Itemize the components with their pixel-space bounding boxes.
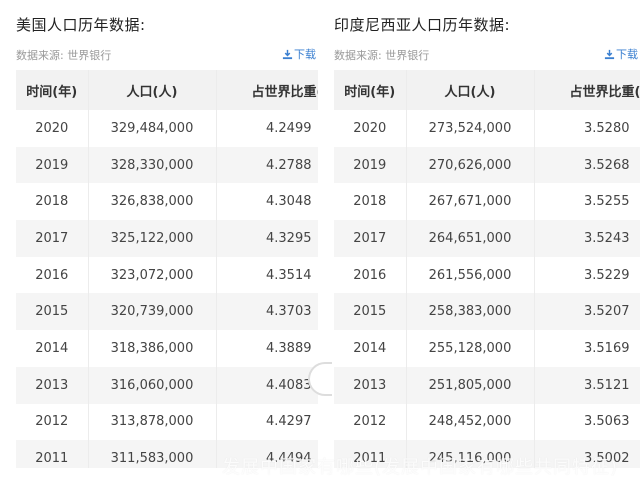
cell-world-share: 4.2788 [216, 146, 318, 184]
table-row: 2019 270,626,000 3.5268 [334, 146, 640, 184]
download-icon [604, 49, 615, 59]
cell-year: 2013 [334, 366, 407, 404]
cell-year: 2017 [334, 220, 407, 257]
table-row: 2014 318,386,000 4.3889 [16, 330, 318, 367]
cell-population: 318,386,000 [88, 330, 217, 367]
cell-world-share: 3.5121 [534, 366, 640, 404]
indonesia-population-panel: 印度尼西亚人口历年数据: 数据来源: 世界银行 下载 时间(年) 人口(人) 占… [330, 0, 640, 480]
population-table: 时间(年) 人口(人) 占世界比重(% 2020 273,524,000 3.5… [334, 70, 640, 477]
cell-world-share: 4.2499 [216, 110, 318, 147]
table-row: 2016 323,072,000 4.3514 [16, 256, 318, 294]
table-row: 2013 316,060,000 4.4083 [16, 366, 318, 404]
cell-population: 323,072,000 [88, 256, 217, 294]
cell-world-share: 3.5229 [534, 256, 640, 294]
cell-population: 313,878,000 [88, 403, 217, 441]
cell-world-share: 3.5268 [534, 146, 640, 184]
cell-population: 325,122,000 [88, 220, 217, 257]
table-row: 2017 325,122,000 4.3295 [16, 220, 318, 257]
horizontal-scroll-handle[interactable] [308, 362, 332, 396]
cell-world-share: 3.5207 [534, 293, 640, 331]
cell-population: 251,805,000 [406, 366, 535, 404]
cell-world-share: 3.5063 [534, 403, 640, 441]
cell-year: 2012 [16, 403, 89, 441]
cell-year: 2020 [334, 110, 407, 147]
table-row: 2018 267,671,000 3.5255 [334, 183, 640, 221]
table-row: 2018 326,838,000 4.3048 [16, 183, 318, 221]
cell-year: 2019 [16, 146, 89, 184]
table-row: 2020 329,484,000 4.2499 [16, 110, 318, 147]
column-header-world-share[interactable]: 占世界比重(% [534, 70, 640, 110]
cell-year: 2016 [16, 256, 89, 294]
cell-population: 264,651,000 [406, 220, 535, 257]
cell-population: 329,484,000 [88, 110, 217, 147]
cell-world-share: 4.3295 [216, 220, 318, 257]
download-icon [282, 49, 293, 59]
table-row: 2014 255,128,000 3.5169 [334, 330, 640, 367]
table-row: 2012 248,452,000 3.5063 [334, 403, 640, 441]
table-row: 2015 320,739,000 4.3703 [16, 293, 318, 331]
usa-population-panel: 美国人口历年数据: 数据来源: 世界银行 下载 时间(年) 人口(人) 占世界比… [0, 0, 318, 480]
cell-world-share: 3.5255 [534, 183, 640, 221]
data-source-label: 数据来源: 世界银行 [16, 49, 112, 62]
cell-population: 328,330,000 [88, 146, 217, 184]
cell-population: 258,383,000 [406, 293, 535, 331]
cell-year: 2015 [334, 293, 407, 331]
cell-population: 320,739,000 [88, 293, 217, 331]
cell-world-share: 3.5243 [534, 220, 640, 257]
cell-year: 2016 [334, 256, 407, 294]
cell-world-share: 3.5280 [534, 110, 640, 147]
cell-population: 267,671,000 [406, 183, 535, 221]
table-row: 2020 273,524,000 3.5280 [334, 110, 640, 147]
panel-title: 美国人口历年数据: [16, 16, 146, 34]
cell-year: 2020 [16, 110, 89, 147]
cell-population: 316,060,000 [88, 366, 217, 404]
cell-year: 2014 [334, 330, 407, 367]
cell-world-share: 3.5169 [534, 330, 640, 367]
panel-divider [318, 0, 330, 480]
cell-year: 2018 [334, 183, 407, 221]
cell-world-share: 4.4083 [216, 366, 318, 404]
cell-year: 2014 [16, 330, 89, 367]
download-link[interactable]: 下载 [282, 46, 316, 62]
cell-world-share: 4.3048 [216, 183, 318, 221]
table-row: 2019 328,330,000 4.2788 [16, 146, 318, 184]
panel-title: 印度尼西亚人口历年数据: [334, 16, 511, 34]
cell-population: 255,128,000 [406, 330, 535, 367]
column-header-population[interactable]: 人口(人) [406, 70, 535, 110]
table-row: 2017 264,651,000 3.5243 [334, 220, 640, 257]
table-row: 2012 313,878,000 4.4297 [16, 403, 318, 441]
cell-population: 261,556,000 [406, 256, 535, 294]
column-header-year[interactable]: 时间(年) [334, 70, 407, 110]
data-source-label: 数据来源: 世界银行 [334, 49, 430, 62]
table-header-row: 时间(年) 人口(人) 占世界比重(% [16, 70, 318, 110]
cell-world-share: 4.3703 [216, 293, 318, 331]
column-header-world-share[interactable]: 占世界比重(% [216, 70, 318, 110]
population-table: 时间(年) 人口(人) 占世界比重(% 2020 329,484,000 4.2… [16, 70, 318, 477]
table-row: 2015 258,383,000 3.5207 [334, 293, 640, 331]
cell-year: 2019 [334, 146, 407, 184]
cell-population: 326,838,000 [88, 183, 217, 221]
download-label: 下载 [616, 48, 638, 61]
cell-year: 2012 [334, 403, 407, 441]
cell-population: 270,626,000 [406, 146, 535, 184]
download-label: 下载 [294, 48, 316, 61]
cell-year: 2015 [16, 293, 89, 331]
bottom-edge [0, 468, 640, 480]
table-row: 2013 251,805,000 3.5121 [334, 366, 640, 404]
cell-population: 248,452,000 [406, 403, 535, 441]
download-link[interactable]: 下载 [604, 46, 638, 62]
column-header-year[interactable]: 时间(年) [16, 70, 89, 110]
cell-year: 2017 [16, 220, 89, 257]
cell-world-share: 4.4297 [216, 403, 318, 441]
cell-year: 2013 [16, 366, 89, 404]
cell-world-share: 4.3889 [216, 330, 318, 367]
cell-year: 2018 [16, 183, 89, 221]
table-row: 2016 261,556,000 3.5229 [334, 256, 640, 294]
table-header-row: 时间(年) 人口(人) 占世界比重(% [334, 70, 640, 110]
column-header-population[interactable]: 人口(人) [88, 70, 217, 110]
cell-world-share: 4.3514 [216, 256, 318, 294]
cell-population: 273,524,000 [406, 110, 535, 147]
